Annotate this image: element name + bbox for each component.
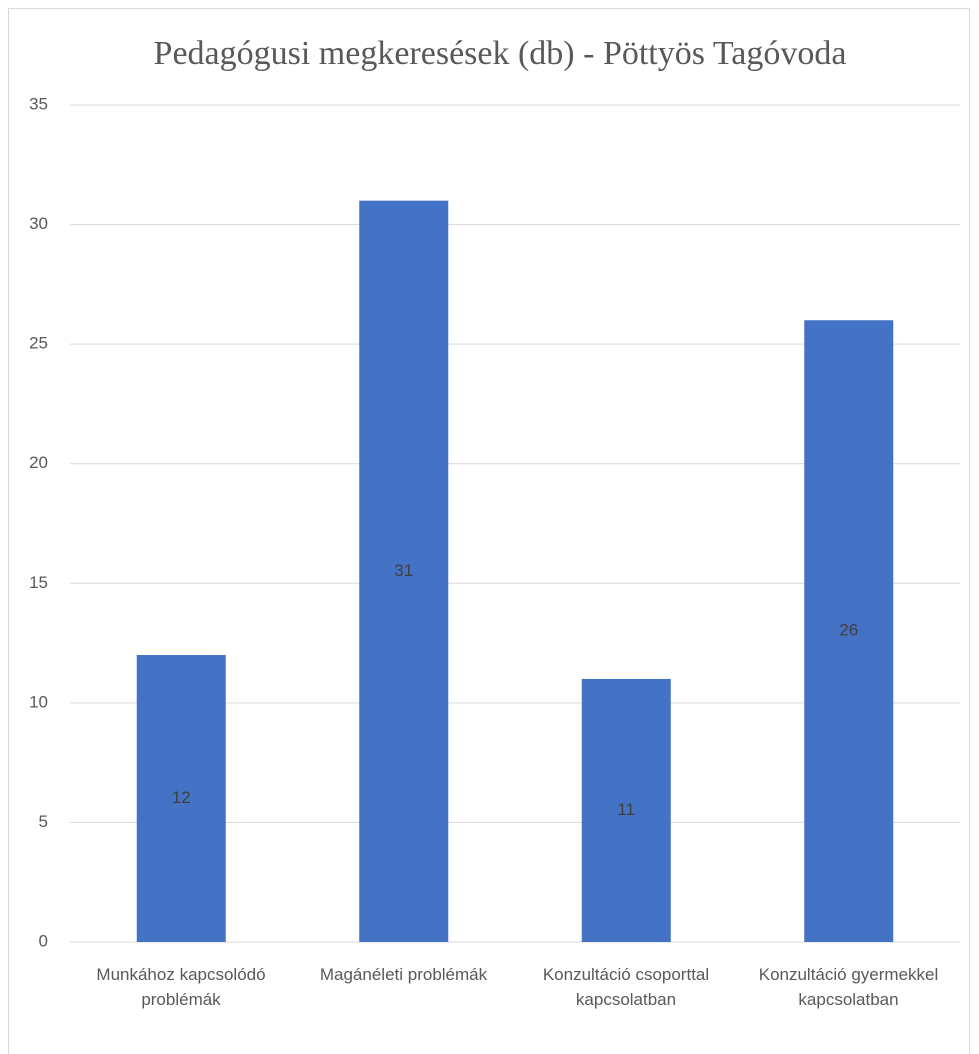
y-tick-label: 35: [29, 94, 48, 113]
x-tick-label: Magánéleti problémák: [319, 965, 488, 984]
y-tick-label: 10: [29, 692, 48, 711]
bar: [581, 678, 671, 942]
data-label: 11: [617, 800, 635, 819]
bar: [359, 200, 449, 942]
bar: [136, 655, 226, 942]
y-tick-label: 20: [29, 453, 48, 472]
y-tick-label: 30: [29, 214, 48, 233]
y-tick-label: 0: [39, 931, 48, 950]
x-tick-label: Munkához kapcsolódó problémák: [96, 965, 266, 1009]
data-label: 31: [394, 561, 413, 580]
bar: [804, 320, 894, 942]
data-label: 26: [839, 621, 858, 640]
y-tick-label: 5: [39, 812, 48, 831]
y-tick-label: 15: [29, 573, 48, 592]
data-label: 12: [172, 788, 191, 807]
x-tick-label: Konzultáció csoporttal kapcsolatban: [542, 965, 710, 1009]
chart-title: Pedagógusi megkeresések (db) - Pöttyös T…: [154, 35, 847, 72]
x-tick-label: Konzultáció gyermekkel kapcsolatban: [758, 965, 939, 1009]
y-tick-label: 25: [29, 334, 48, 353]
